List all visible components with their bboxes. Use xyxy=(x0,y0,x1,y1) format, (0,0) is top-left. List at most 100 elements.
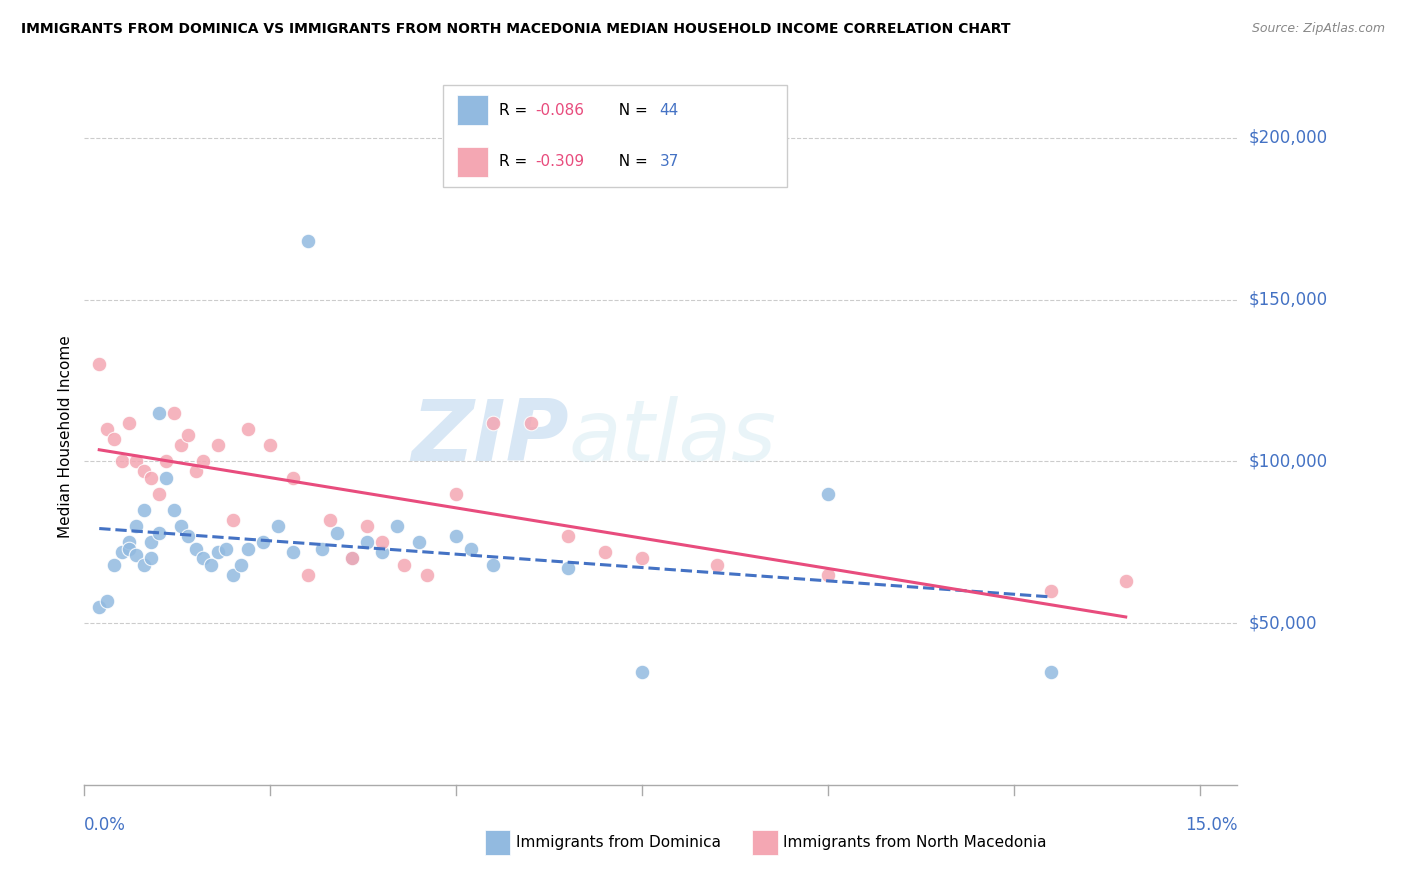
Point xyxy=(125,454,148,468)
Point xyxy=(155,470,177,484)
Point xyxy=(155,454,177,468)
Point xyxy=(340,551,363,566)
Text: ZIP: ZIP xyxy=(411,395,568,479)
Point xyxy=(482,416,505,430)
Point xyxy=(297,567,319,582)
Point xyxy=(297,235,319,249)
Point xyxy=(236,541,259,556)
Text: 37: 37 xyxy=(659,154,679,169)
Point xyxy=(340,551,363,566)
Point xyxy=(177,428,200,442)
Point xyxy=(96,422,118,436)
Point xyxy=(460,541,482,556)
Point xyxy=(148,486,170,500)
Point xyxy=(177,529,200,543)
Point xyxy=(184,541,207,556)
Point xyxy=(236,422,259,436)
Text: -0.309: -0.309 xyxy=(536,154,585,169)
Text: Immigrants from Dominica: Immigrants from Dominica xyxy=(516,835,721,849)
Point xyxy=(89,599,111,614)
Point xyxy=(229,558,252,572)
Point xyxy=(319,513,342,527)
Point xyxy=(446,529,468,543)
Point xyxy=(118,535,141,549)
Point xyxy=(148,406,170,420)
Point xyxy=(215,541,238,556)
Point xyxy=(371,545,394,559)
Point xyxy=(519,416,541,430)
Point xyxy=(593,545,616,559)
Point xyxy=(482,558,505,572)
Point xyxy=(125,548,148,562)
Text: $200,000: $200,000 xyxy=(1249,128,1327,147)
Text: N =: N = xyxy=(609,154,652,169)
Point xyxy=(96,593,118,607)
Text: IMMIGRANTS FROM DOMINICA VS IMMIGRANTS FROM NORTH MACEDONIA MEDIAN HOUSEHOLD INC: IMMIGRANTS FROM DOMINICA VS IMMIGRANTS F… xyxy=(21,22,1011,37)
Text: atlas: atlas xyxy=(568,395,776,479)
Point xyxy=(110,454,132,468)
Point xyxy=(326,525,349,540)
Point xyxy=(141,470,163,484)
Point xyxy=(371,535,394,549)
Point xyxy=(132,503,155,517)
Text: Source: ZipAtlas.com: Source: ZipAtlas.com xyxy=(1251,22,1385,36)
Point xyxy=(311,541,333,556)
Point xyxy=(193,551,215,566)
Point xyxy=(415,567,437,582)
Text: Immigrants from North Macedonia: Immigrants from North Macedonia xyxy=(783,835,1046,849)
Point xyxy=(356,519,378,533)
Point xyxy=(446,486,468,500)
Point xyxy=(356,535,378,549)
Point xyxy=(631,665,654,679)
Point xyxy=(162,406,184,420)
Text: R =: R = xyxy=(499,103,533,118)
Point xyxy=(141,535,163,549)
Point xyxy=(170,519,193,533)
Point xyxy=(706,558,728,572)
Point xyxy=(118,416,141,430)
Text: -0.086: -0.086 xyxy=(536,103,585,118)
Point xyxy=(259,438,281,452)
Point xyxy=(193,454,215,468)
Text: 15.0%: 15.0% xyxy=(1185,815,1237,833)
Point xyxy=(267,519,290,533)
Point xyxy=(557,561,579,575)
Point xyxy=(110,545,132,559)
Text: $100,000: $100,000 xyxy=(1249,452,1327,470)
Point xyxy=(222,513,245,527)
Point xyxy=(103,558,125,572)
Point xyxy=(184,464,207,478)
Text: 0.0%: 0.0% xyxy=(84,815,127,833)
Point xyxy=(817,567,839,582)
Point xyxy=(200,558,222,572)
Point xyxy=(408,535,430,549)
Point xyxy=(252,535,274,549)
Point xyxy=(207,545,229,559)
Point xyxy=(132,558,155,572)
Point xyxy=(557,529,579,543)
Text: $50,000: $50,000 xyxy=(1249,615,1317,632)
Point xyxy=(141,551,163,566)
Text: N =: N = xyxy=(609,103,652,118)
Point xyxy=(631,551,654,566)
Point xyxy=(125,519,148,533)
Y-axis label: Median Household Income: Median Household Income xyxy=(58,335,73,539)
Point xyxy=(1040,583,1063,598)
Text: R =: R = xyxy=(499,154,533,169)
Point xyxy=(118,541,141,556)
Text: $150,000: $150,000 xyxy=(1249,291,1327,309)
Point xyxy=(817,486,839,500)
Point xyxy=(207,438,229,452)
Point xyxy=(89,357,111,371)
Point xyxy=(1040,665,1063,679)
Point xyxy=(162,503,184,517)
Point xyxy=(132,464,155,478)
Point xyxy=(1115,574,1137,588)
Point xyxy=(222,567,245,582)
Point xyxy=(281,470,304,484)
Point xyxy=(392,558,415,572)
Point xyxy=(281,545,304,559)
Point xyxy=(103,432,125,446)
Point xyxy=(170,438,193,452)
Point xyxy=(385,519,408,533)
